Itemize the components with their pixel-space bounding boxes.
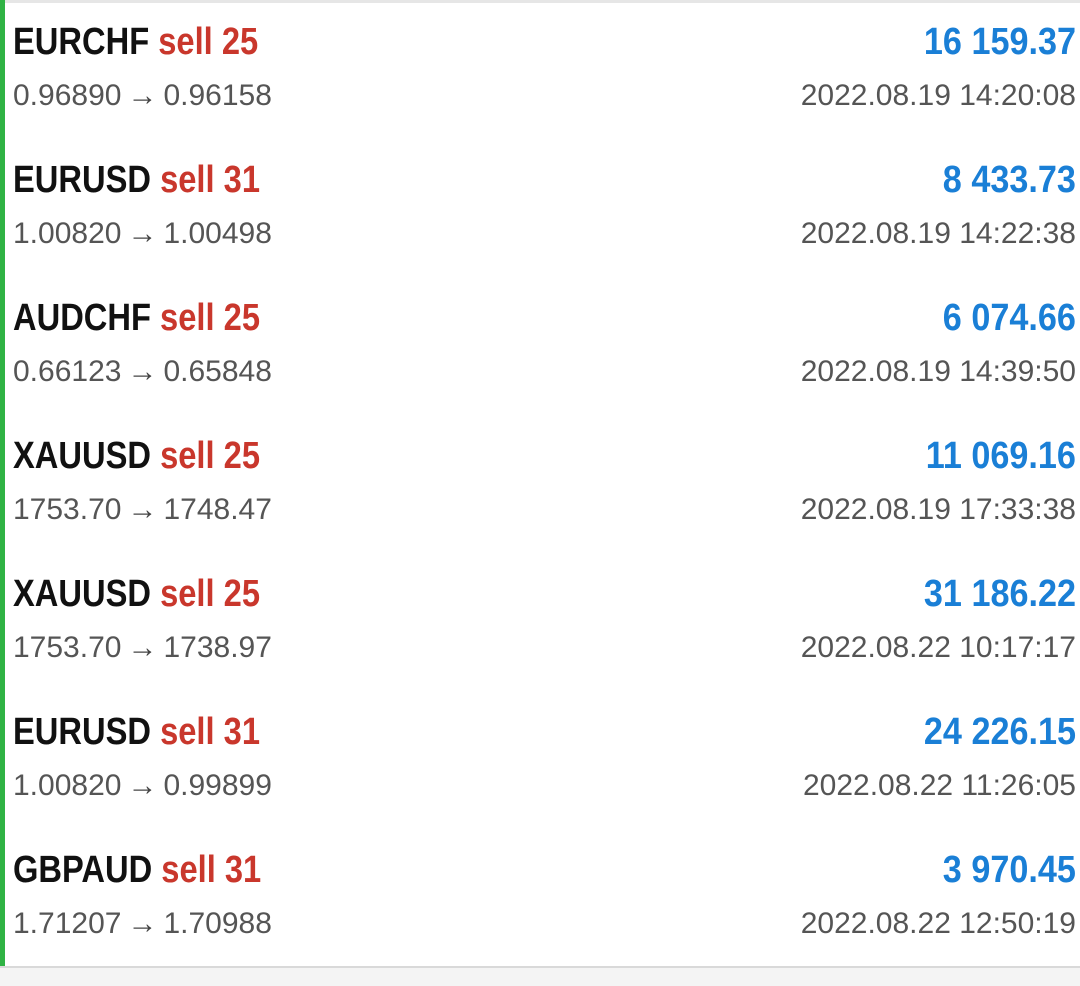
trade-prices: 1.00820 → 0.99899 — [13, 768, 272, 804]
arrow-right-icon: → — [127, 769, 158, 802]
close-price: 1738.97 — [163, 631, 272, 664]
trade-row[interactable]: XAUUSD sell 25 11 069.16 1753.70 → 1748.47… — [0, 414, 1080, 552]
open-price: 1.71207 — [13, 907, 122, 940]
trade-symbol: EURCHF — [13, 21, 150, 63]
trade-symbol: GBPAUD — [13, 849, 153, 891]
trade-volume: 31 — [224, 849, 262, 891]
trade-profit: 6 074.66 — [942, 297, 1076, 339]
trade-prices: 1753.70 → 1748.47 — [13, 492, 272, 528]
trade-prices: 1753.70 → 1738.97 — [13, 630, 272, 666]
trade-row[interactable]: XAUUSD sell 25 31 186.22 1753.70 → 1738.97… — [0, 552, 1080, 690]
trade-volume: 25 — [223, 573, 261, 615]
profit-accent-bar — [0, 0, 5, 966]
trade-prices: 1.00820 → 1.00498 — [13, 216, 272, 252]
close-price: 1748.47 — [163, 493, 272, 526]
trade-row[interactable]: EURUSD sell 31 24 226.15 1.00820 → 0.99899… — [0, 690, 1080, 828]
trade-title: EURCHF sell 25 — [13, 20, 258, 64]
trade-symbol: EURUSD — [13, 711, 152, 753]
bottom-divider — [0, 966, 1080, 968]
trade-side: sell — [158, 21, 213, 63]
trade-time: 2022.08.19 14:39:50 — [800, 355, 1076, 388]
top-divider — [0, 0, 1080, 3]
arrow-right-icon: → — [127, 79, 158, 112]
trade-row[interactable]: AUDCHF sell 25 6 074.66 0.66123 → 0.65848 … — [0, 276, 1080, 414]
trade-side: sell — [160, 159, 215, 201]
trade-side: sell — [160, 573, 215, 615]
arrow-right-icon: → — [127, 907, 158, 940]
trade-profit: 8 433.73 — [942, 159, 1076, 201]
trade-volume: 25 — [221, 21, 259, 63]
trade-symbol: XAUUSD — [13, 573, 152, 615]
trade-title: EURUSD sell 31 — [13, 710, 260, 754]
trade-side: sell — [160, 711, 215, 753]
trade-time: 2022.08.19 17:33:38 — [800, 493, 1076, 526]
trade-prices: 0.96890 → 0.96158 — [13, 78, 272, 114]
trade-profit: 31 186.22 — [923, 573, 1076, 615]
trade-time: 2022.08.19 14:20:08 — [800, 79, 1076, 112]
trade-title: GBPAUD sell 31 — [13, 848, 261, 892]
close-price: 0.65848 — [163, 355, 272, 388]
trade-time: 2022.08.22 12:50:19 — [800, 907, 1076, 940]
bottom-panel — [0, 968, 1080, 986]
arrow-right-icon: → — [127, 631, 158, 664]
trade-volume: 31 — [223, 711, 261, 753]
open-price: 0.96890 — [13, 79, 122, 112]
trade-history-list: EURCHF sell 25 16 159.37 0.96890 → 0.96158… — [0, 0, 1080, 966]
open-price: 1753.70 — [13, 631, 122, 664]
trade-volume: 25 — [223, 297, 261, 339]
trade-title: XAUUSD sell 25 — [13, 434, 260, 478]
close-price: 0.96158 — [163, 79, 272, 112]
trade-symbol: XAUUSD — [13, 435, 152, 477]
trade-prices: 1.71207 → 1.70988 — [13, 906, 272, 942]
arrow-right-icon: → — [127, 493, 158, 526]
trade-title: EURUSD sell 31 — [13, 158, 260, 202]
close-price: 1.70988 — [163, 907, 272, 940]
trade-row[interactable]: EURCHF sell 25 16 159.37 0.96890 → 0.96158… — [0, 0, 1080, 138]
trade-row[interactable]: GBPAUD sell 31 3 970.45 1.71207 → 1.70988 … — [0, 828, 1080, 966]
close-price: 0.99899 — [163, 769, 272, 802]
trade-side: sell — [160, 435, 215, 477]
close-price: 1.00498 — [163, 217, 272, 250]
open-price: 1.00820 — [13, 217, 122, 250]
trade-title: AUDCHF sell 25 — [13, 296, 260, 340]
trade-side: sell — [161, 849, 216, 891]
open-price: 1753.70 — [13, 493, 122, 526]
trade-time: 2022.08.22 11:26:05 — [802, 769, 1076, 802]
trade-symbol: EURUSD — [13, 159, 152, 201]
trade-side: sell — [160, 297, 215, 339]
trade-row[interactable]: EURUSD sell 31 8 433.73 1.00820 → 1.00498 … — [0, 138, 1080, 276]
trade-title: XAUUSD sell 25 — [13, 572, 260, 616]
trade-prices: 0.66123 → 0.65848 — [13, 354, 272, 390]
trade-profit: 24 226.15 — [923, 711, 1076, 753]
trade-profit: 11 069.16 — [925, 435, 1076, 477]
open-price: 0.66123 — [13, 355, 122, 388]
arrow-right-icon: → — [127, 217, 158, 250]
open-price: 1.00820 — [13, 769, 122, 802]
trade-time: 2022.08.22 10:17:17 — [800, 631, 1076, 664]
trade-volume: 25 — [223, 435, 261, 477]
trade-profit: 16 159.37 — [923, 21, 1076, 63]
arrow-right-icon: → — [127, 355, 158, 388]
trade-time: 2022.08.19 14:22:38 — [800, 217, 1076, 250]
trade-symbol: AUDCHF — [13, 297, 151, 339]
trade-volume: 31 — [223, 159, 261, 201]
trade-profit: 3 970.45 — [942, 849, 1076, 891]
